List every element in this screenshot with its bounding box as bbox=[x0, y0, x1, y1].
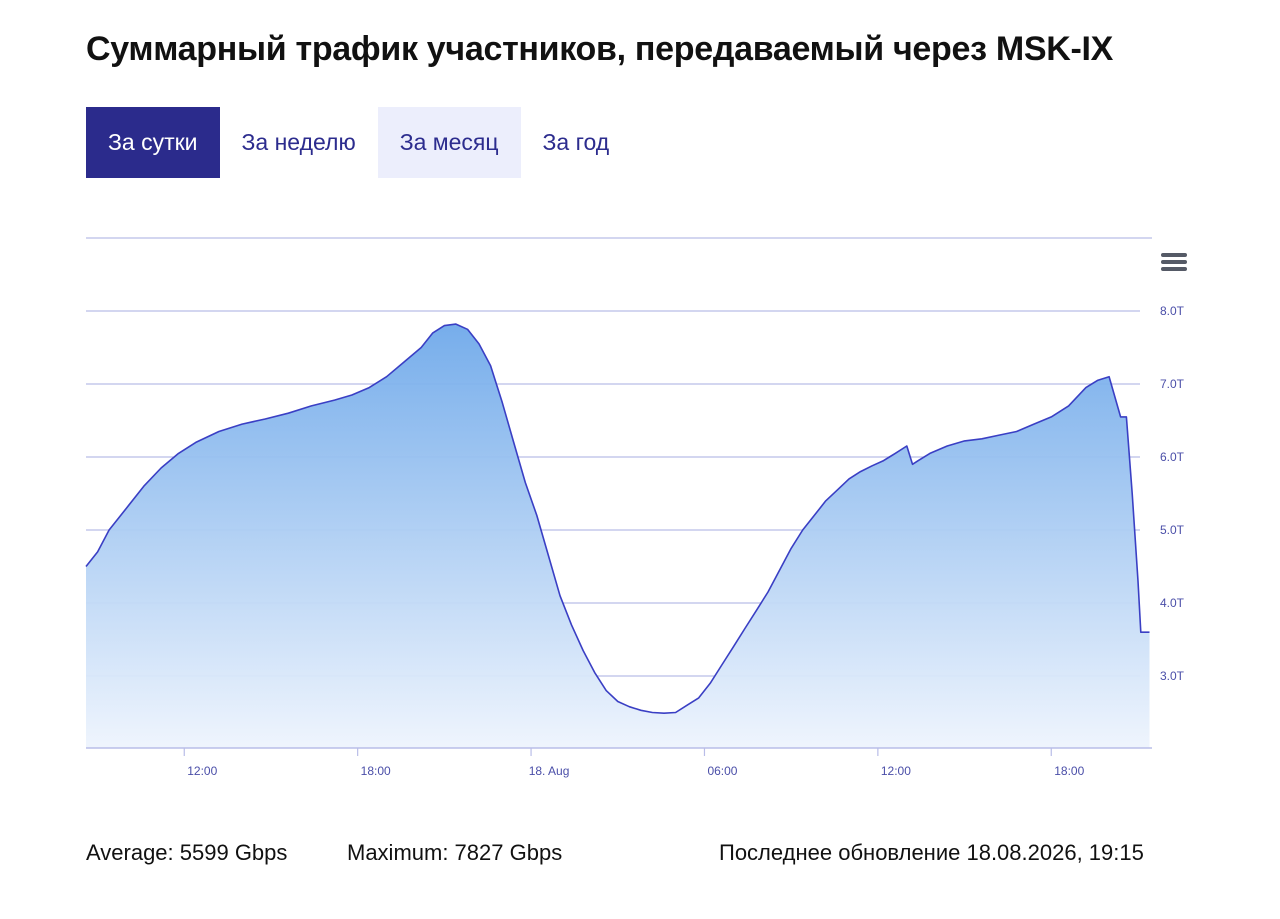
last-updated: Последнее обновление 18.08.2026, 19:15 bbox=[719, 840, 1144, 865]
traffic-area bbox=[86, 324, 1150, 748]
y-tick-label: 4.0T bbox=[1160, 596, 1185, 610]
hamburger-menu-icon bbox=[1158, 253, 1190, 271]
tab-day-label: За сутки bbox=[108, 129, 198, 155]
x-tick-label: 06:00 bbox=[707, 764, 737, 778]
tab-day[interactable]: За сутки bbox=[86, 107, 220, 178]
traffic-line bbox=[85, 323, 1150, 714]
maximum-stat: Maximum: 7827 Gbps bbox=[347, 840, 563, 865]
chart-menu-button[interactable] bbox=[1158, 250, 1190, 278]
tab-month[interactable]: За месяц bbox=[377, 107, 521, 178]
y-tick-label: 6.0T bbox=[1160, 450, 1185, 464]
x-tick-label: 12:00 bbox=[881, 764, 911, 778]
tab-week[interactable]: За неделю bbox=[220, 107, 378, 178]
tab-week-label: За неделю bbox=[241, 129, 356, 155]
x-tick-label: 18. Aug bbox=[529, 764, 570, 778]
y-tick-label: 5.0T bbox=[1160, 523, 1185, 537]
y-tick-label: 3.0T bbox=[1160, 669, 1185, 683]
x-tick-label: 12:00 bbox=[187, 764, 217, 778]
average-stat: Average: 5599 Gbps bbox=[86, 840, 288, 865]
tab-month-label: За месяц bbox=[399, 129, 499, 155]
tab-year-label: За год bbox=[542, 129, 610, 155]
x-tick-label: 18:00 bbox=[361, 764, 391, 778]
tab-year[interactable]: За год bbox=[521, 107, 632, 178]
x-tick-label: 18:00 bbox=[1054, 764, 1084, 778]
period-tabs: За сутки За неделю За месяц За год bbox=[86, 107, 631, 178]
y-tick-label: 8.0T bbox=[1160, 304, 1185, 318]
page-title: Суммарный трафик участников, передаваемы… bbox=[86, 30, 1114, 68]
y-tick-label: 7.0T bbox=[1160, 377, 1185, 391]
